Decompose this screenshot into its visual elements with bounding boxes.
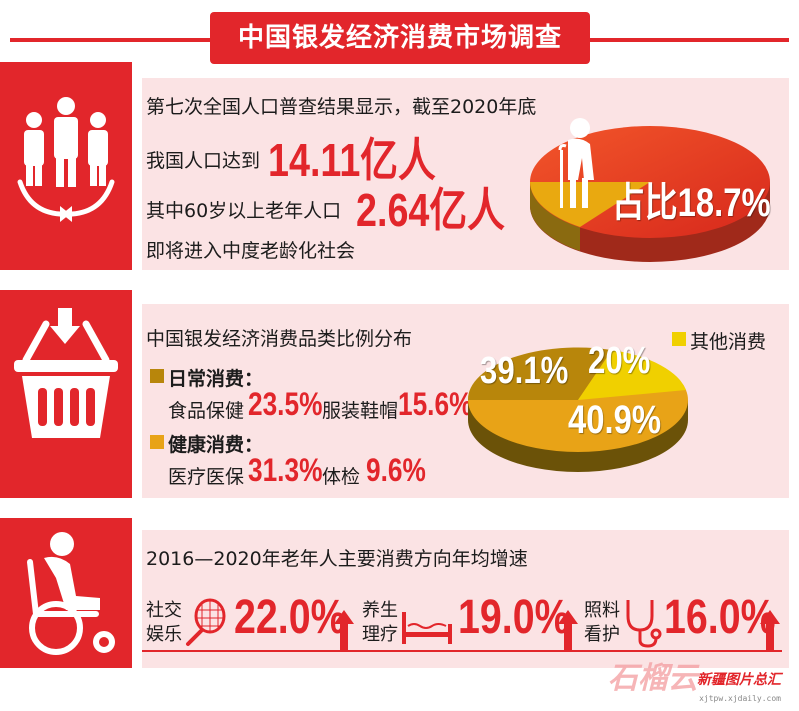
medical-value: 31.3% xyxy=(248,452,323,488)
people-cycle-icon xyxy=(17,97,115,222)
pie2-slice-other xyxy=(578,350,686,400)
elderly-share-pie xyxy=(530,118,770,262)
growth-underline xyxy=(142,650,782,652)
category-pie xyxy=(467,347,688,472)
bed-icon xyxy=(402,612,452,644)
clothing-label: 服装鞋帽 xyxy=(322,400,399,422)
wheelchair-icon xyxy=(27,532,115,655)
checkup-value: 9.6% xyxy=(366,452,426,488)
pie1-share-label: 占比18.7% xyxy=(612,181,771,225)
pie2-daily-label: 39.1% xyxy=(480,350,569,392)
elderly-person-icon xyxy=(558,118,594,208)
page-title: 中国银发经济消费市场调查 xyxy=(210,12,590,64)
social-up-arrow-icon xyxy=(334,610,354,650)
elderly-value: 2.64亿人 xyxy=(356,184,505,236)
population-value: 14.11亿人 xyxy=(268,134,436,186)
pie2-health-label: 40.9% xyxy=(568,398,662,442)
social-label-1: 社交 xyxy=(146,600,182,621)
watermark-logo: 石榴云 xyxy=(608,661,698,696)
other-legend-swatch xyxy=(672,332,686,346)
elderly-label: 其中60岁以上老年人口 xyxy=(146,200,342,222)
daily-legend-swatch xyxy=(150,369,164,383)
daily-heading: 日常消费： xyxy=(168,368,264,390)
care-value: 16.0% xyxy=(664,591,776,644)
growth-section: 2016—2020年老年人主要消费方向年均增速 社交 娱乐 22.0% 养生 理… xyxy=(0,518,799,668)
wellness-value: 19.0% xyxy=(458,591,570,644)
wheelchair-icon-box xyxy=(0,518,132,668)
care-label-1: 照料 xyxy=(584,600,620,621)
care-up-arrow-icon xyxy=(760,610,780,650)
checkup-label: 体检 xyxy=(322,466,361,488)
wellness-label-1: 养生 xyxy=(362,600,398,621)
health-heading: 健康消费： xyxy=(168,434,264,456)
category-section: 中国银发经济消费品类比例分布 日常消费： 食品保健 23.5% 服装鞋帽 15.… xyxy=(0,290,799,498)
food-label: 食品保健 xyxy=(168,400,245,422)
social-value: 22.0% xyxy=(234,591,346,644)
population-icon-box xyxy=(0,62,132,270)
wellness-up-arrow-icon xyxy=(558,610,578,650)
pie2-slice-daily xyxy=(467,347,612,400)
watermark-url: xjtpw.xjdaily.com xyxy=(699,694,781,703)
food-value: 23.5% xyxy=(248,386,323,422)
clothing-value: 15.6% xyxy=(398,386,473,422)
census-line: 第七次全国人口普查结果显示，截至2020年底 xyxy=(146,96,537,118)
basket-icon-box xyxy=(0,290,132,498)
category-title: 中国银发经济消费品类比例分布 xyxy=(146,328,413,350)
aging-line: 即将进入中度老龄化社会 xyxy=(146,240,356,262)
pie1-depth-share xyxy=(530,182,580,251)
medical-label: 医疗医保 xyxy=(168,466,245,488)
growth-panel xyxy=(142,530,789,668)
population-section: 第七次全国人口普查结果显示，截至2020年底 我国人口达到 14.11亿人 其中… xyxy=(0,62,799,270)
pie2-other-label: 20% xyxy=(588,340,651,382)
population-label: 我国人口达到 xyxy=(146,150,261,172)
shopping-basket-icon xyxy=(14,308,118,438)
wellness-label-2: 理疗 xyxy=(362,624,398,645)
social-label-2: 娱乐 xyxy=(146,624,182,645)
watermark-brand: 新疆图片总汇 xyxy=(697,672,781,688)
stethoscope-icon xyxy=(626,600,662,648)
care-label-2: 看护 xyxy=(584,624,620,645)
health-legend-swatch xyxy=(150,435,164,449)
other-legend-label: 其他消费 xyxy=(690,331,767,353)
growth-title: 2016—2020年老年人主要消费方向年均增速 xyxy=(146,548,528,570)
tennis-racket-icon xyxy=(186,598,226,646)
